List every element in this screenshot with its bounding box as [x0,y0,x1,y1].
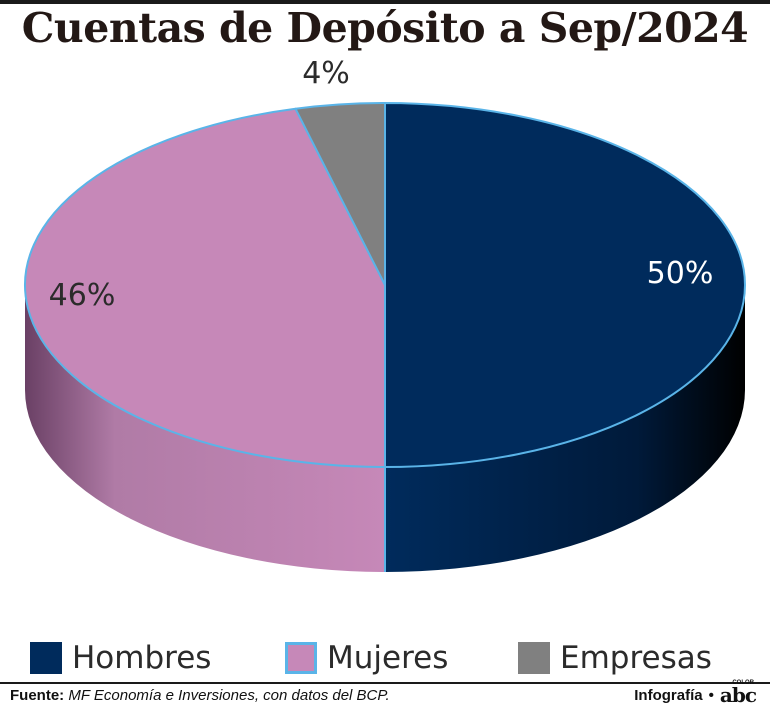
pie-slice-hombres [384,102,746,468]
footer-rule [0,682,770,684]
source-note: Fuente: MF Economía e Inversiones, con d… [10,687,390,704]
data-label-hombres: 50% [647,256,714,291]
legend-item-hombres: Hombres [30,633,211,683]
legend-item-empresas: Empresas [518,633,712,683]
logo-text: abc [719,683,757,707]
credit-separator: • [708,686,714,704]
legend-label-hombres: Hombres [72,640,212,676]
source-label: Fuente: [10,687,65,704]
legend-label-empresas: Empresas [560,640,712,676]
data-label-mujeres: 46% [49,278,116,313]
data-label-empresas: 4% [302,56,350,91]
legend-swatch-empresas [518,642,550,674]
credit: Infografía • abc COLOR [634,680,757,707]
pie-slice-mujeres [24,107,386,468]
legend-swatch-mujeres [285,642,317,674]
logo-subtext: COLOR [732,680,754,686]
credit-label: Infografía [634,686,703,704]
pie-slice-empresas [294,102,386,286]
legend-label-mujeres: Mujeres [327,640,449,676]
abc-color-logo: abc COLOR [719,680,757,707]
top-rule [0,0,770,4]
legend-item-mujeres: Mujeres [285,633,448,683]
pie-chart: 50% 46% 4% [24,56,746,572]
chart-title: Cuentas de Depósito a Sep/2024 [21,4,749,52]
legend-swatch-hombres [30,642,62,674]
source-text: MF Economía e Inversiones, con datos del… [68,687,390,704]
pie-side-hombres [385,285,745,572]
pie-side-mujeres [25,285,385,572]
